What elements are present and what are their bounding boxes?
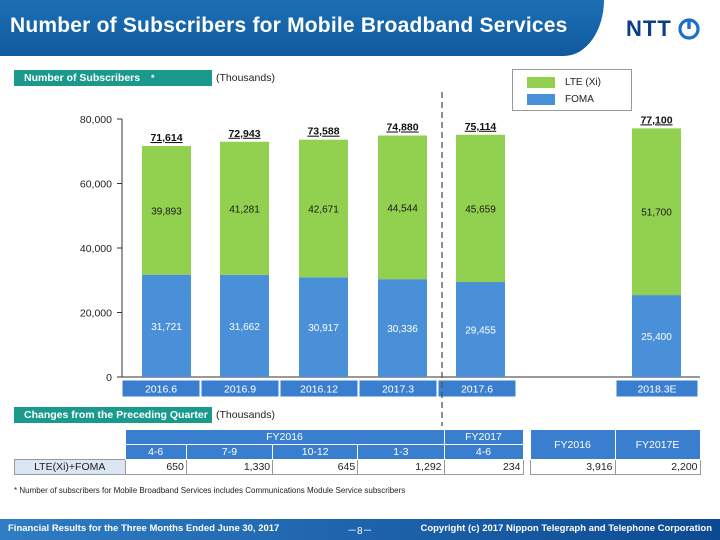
y-tick-label: 20,000 <box>80 308 112 320</box>
summary-cell-fy2016: 3,916 <box>529 459 616 475</box>
total-value-label: 72,943 <box>228 128 260 140</box>
logo-text: NTT <box>626 16 672 41</box>
foma-bar <box>456 282 505 377</box>
foma-bar <box>220 274 269 377</box>
x-tick-label: 2016.9 <box>224 384 256 396</box>
foma-value-label: 31,662 <box>229 322 260 333</box>
gap-cell <box>523 445 530 460</box>
subscribers-chart: 0 20,000 40,000 60,000 80,000 31,721 39,893 71,… <box>80 114 700 398</box>
foma-bar <box>142 274 191 377</box>
foma-bar <box>378 279 427 377</box>
lte-bar <box>299 139 348 278</box>
y-tick-label: 80,000 <box>80 114 112 126</box>
fy2016-header: FY2016 <box>124 429 445 445</box>
lte-value-label: 45,659 <box>465 204 496 215</box>
subscribers-tag: Number of Subscribers * <box>14 70 212 86</box>
lte-value-label: 44,544 <box>387 203 418 214</box>
total-value-label: 75,114 <box>465 121 497 133</box>
summary-header-fy2016: FY2016 <box>529 429 616 460</box>
foma-bar <box>299 277 348 377</box>
page-number: －8－ <box>347 526 373 537</box>
foma-bar <box>632 295 681 377</box>
corner-cell-mid <box>15 445 126 460</box>
legend-item-lte: LTE (Xi) <box>527 75 601 89</box>
y-tick-label: 40,000 <box>80 243 112 255</box>
lte-value-label: 42,671 <box>308 204 339 215</box>
legend-item-foma: FOMA <box>527 92 594 106</box>
changes-tag-label: Changes from the Preceding Quarter <box>24 409 208 421</box>
summary-header-fy2017e: FY2017E <box>614 429 701 460</box>
title-band <box>0 0 604 56</box>
gap-cell <box>523 430 530 445</box>
lte-value-label: 41,281 <box>229 204 260 215</box>
table-unit: (Thousands) <box>216 409 275 421</box>
total-value-label: 74,880 <box>386 122 418 134</box>
lte-bar <box>632 128 681 296</box>
category-box <box>358 379 438 398</box>
quarter-header: 4-6 <box>443 444 524 460</box>
total-value-label: 71,614 <box>150 132 182 144</box>
row-label: LTE(Xi)+FOMA <box>14 459 126 475</box>
x-tick-label: 2016.12 <box>300 384 338 396</box>
category-box <box>279 379 359 398</box>
category-box <box>615 379 699 398</box>
legend-swatch-lte <box>527 76 555 88</box>
foma-value-label: 31,721 <box>151 322 182 333</box>
foma-value-label: 25,400 <box>641 332 672 343</box>
y-tick-label: 60,000 <box>80 179 112 191</box>
corner-cell-top <box>15 430 126 445</box>
x-tick-label: 2017.6 <box>461 384 493 396</box>
lte-bar <box>220 141 269 275</box>
lte-value-label: 51,700 <box>641 208 672 219</box>
quarter-header: 7-9 <box>185 444 274 460</box>
subscribers-tag-mark: * <box>151 73 155 83</box>
subscribers-tag-label: Number of Subscribers <box>24 72 141 84</box>
category-box <box>437 379 517 398</box>
category-box <box>200 379 280 398</box>
x-tick-label: 2018.3E <box>637 384 676 396</box>
changes-table: FY2016 FY2017 FY2016 FY2017E 4-6 7-9 10-… <box>14 429 701 475</box>
foma-value-label: 29,455 <box>465 326 496 337</box>
footer-report-title: Financial Results for the Three Months E… <box>8 523 280 534</box>
table-cell: 1,292 <box>357 459 445 475</box>
table-cell: 234 <box>443 459 524 475</box>
footnote: * Number of subscribers for Mobile Broad… <box>14 486 406 495</box>
table-cell: 645 <box>272 459 359 475</box>
changes-tag: Changes from the Preceding Quarter <box>14 407 212 423</box>
header: Number of Subscribers for Mobile Broadba… <box>0 0 720 56</box>
foma-value-label: 30,917 <box>308 323 339 334</box>
lte-bar <box>378 135 427 280</box>
quarter-header: 10-12 <box>272 444 359 460</box>
actual-forecast-divider <box>441 92 443 426</box>
legend-label-lte: LTE (Xi) <box>565 76 601 88</box>
chart-unit: (Thousands) <box>216 72 275 84</box>
y-tick-label: 0 <box>106 372 112 384</box>
page-title: Number of Subscribers for Mobile Broadba… <box>10 14 568 37</box>
lte-bar <box>142 146 191 275</box>
quarter-header: 1-3 <box>357 444 445 460</box>
ntt-logo-icon <box>678 18 700 40</box>
lte-bar <box>456 134 505 283</box>
table-cell: 1,330 <box>185 459 274 475</box>
foma-value-label: 30,336 <box>387 324 418 335</box>
category-box <box>121 379 201 398</box>
gap-cell <box>523 460 530 475</box>
table-cell: 650 <box>124 459 187 475</box>
fy2017-header: FY2017 <box>443 429 524 445</box>
summary-cell-fy2017e: 2,200 <box>614 459 701 475</box>
chart-legend: LTE (Xi) FOMA <box>512 69 632 111</box>
legend-label-foma: FOMA <box>565 93 594 105</box>
lte-value-label: 39,893 <box>151 206 182 217</box>
quarter-header: 4-6 <box>124 444 187 460</box>
footer: Financial Results for the Three Months E… <box>0 519 720 540</box>
copyright: Copyright (c) 2017 Nippon Telegraph and … <box>420 523 712 534</box>
x-tick-label: 2017.3 <box>382 384 414 396</box>
x-tick-label: 2016.6 <box>145 384 177 396</box>
total-value-label: 73,588 <box>307 126 339 138</box>
total-value-label: 77,100 <box>640 114 672 126</box>
legend-swatch-foma <box>527 93 555 105</box>
ntt-logo: NTT <box>626 14 700 44</box>
